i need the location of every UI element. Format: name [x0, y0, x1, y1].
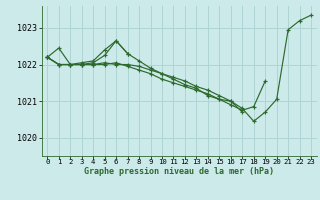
X-axis label: Graphe pression niveau de la mer (hPa): Graphe pression niveau de la mer (hPa)	[84, 167, 274, 176]
